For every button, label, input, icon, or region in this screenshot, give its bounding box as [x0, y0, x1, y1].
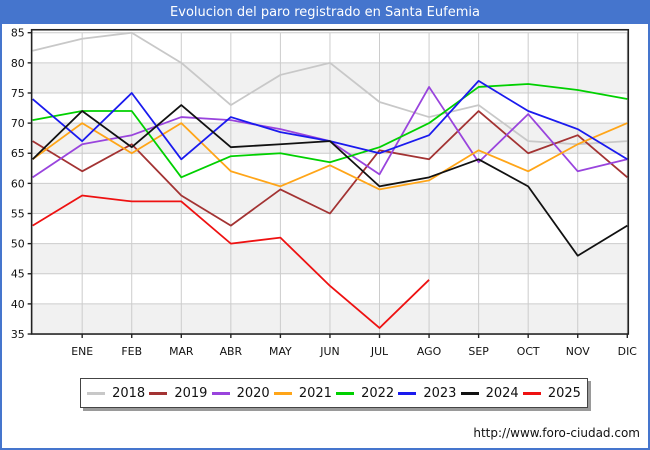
legend-label-2023: 2023 — [423, 385, 457, 401]
legend-entry-2023: 2023 — [398, 386, 456, 401]
legend-swatch-2020 — [211, 391, 230, 395]
legend-swatch-2021 — [273, 391, 292, 395]
legend-entry-2022: 2022 — [336, 386, 394, 401]
legend-entry-2020: 2020 — [211, 385, 270, 401]
x-axis-label: OCT — [517, 345, 540, 358]
legend-label-2019: 2019 — [174, 385, 208, 401]
y-axis-label: 40 — [11, 298, 25, 311]
x-axis-label: ENE — [71, 345, 93, 358]
y-axis-label: 70 — [11, 117, 25, 130]
legend-swatch-2019 — [149, 391, 168, 395]
x-axis-label: AGO — [417, 345, 441, 358]
series-line-2021 — [32, 122, 628, 191]
y-axis-label: 85 — [11, 27, 25, 40]
y-axis-label: 75 — [11, 87, 25, 100]
legend-entry-2025: 2025 — [522, 385, 581, 401]
legend-swatch-2023 — [398, 391, 417, 395]
x-axis-label: JUN — [319, 345, 339, 358]
legend-entry-2024: 2024 — [460, 385, 519, 401]
series-line-2018 — [32, 31, 628, 146]
legend-label-2018: 2018 — [112, 385, 146, 401]
legend-label-2024: 2024 — [485, 385, 519, 401]
y-axis-label: 35 — [11, 328, 25, 341]
y-axis-label: 55 — [11, 207, 25, 220]
series-line-2019 — [32, 110, 628, 227]
y-axis-label: 45 — [11, 268, 25, 281]
legend-entry-2021: 2021 — [273, 385, 332, 401]
legend-label-2021: 2021 — [298, 385, 332, 401]
y-axis-label: 80 — [11, 57, 25, 70]
x-axis-label: ABR — [220, 345, 243, 358]
source-url[interactable]: http://www.foro-ciudad.com — [473, 426, 640, 440]
y-axis-label: 60 — [11, 177, 25, 190]
series-line-2024 — [31, 104, 628, 257]
chart-title-bar: Evolucion del paro registrado en Santa E… — [2, 2, 648, 24]
y-axis-label: 50 — [11, 238, 25, 251]
x-axis-label: MAY — [269, 345, 292, 358]
legend-label-2022: 2022 — [361, 385, 395, 401]
y-axis-label: 65 — [11, 147, 25, 160]
x-axis-label: FEB — [121, 345, 142, 358]
legend-label-2025: 2025 — [547, 385, 581, 401]
legend-entry-2018: 2018 — [87, 386, 145, 401]
x-axis-label: DIC — [618, 345, 638, 358]
legend-entry-2019: 2019 — [149, 386, 207, 401]
legend-swatch-2018 — [87, 391, 106, 395]
legend-label-2020: 2020 — [236, 385, 270, 401]
x-axis-label: SEP — [468, 345, 489, 358]
x-axis-label: MAR — [169, 345, 194, 358]
x-axis-label: JUL — [370, 345, 389, 358]
chart-legend: 2018 2019 2020 2021 2022 2023 2024 2025 — [80, 378, 588, 408]
series-line-2025 — [32, 194, 430, 329]
legend-swatch-2025 — [522, 391, 541, 395]
legend-swatch-2022 — [336, 391, 355, 395]
x-axis-label: NOV — [566, 345, 591, 358]
legend-swatch-2024 — [460, 391, 479, 395]
series-line-2022 — [32, 83, 628, 179]
